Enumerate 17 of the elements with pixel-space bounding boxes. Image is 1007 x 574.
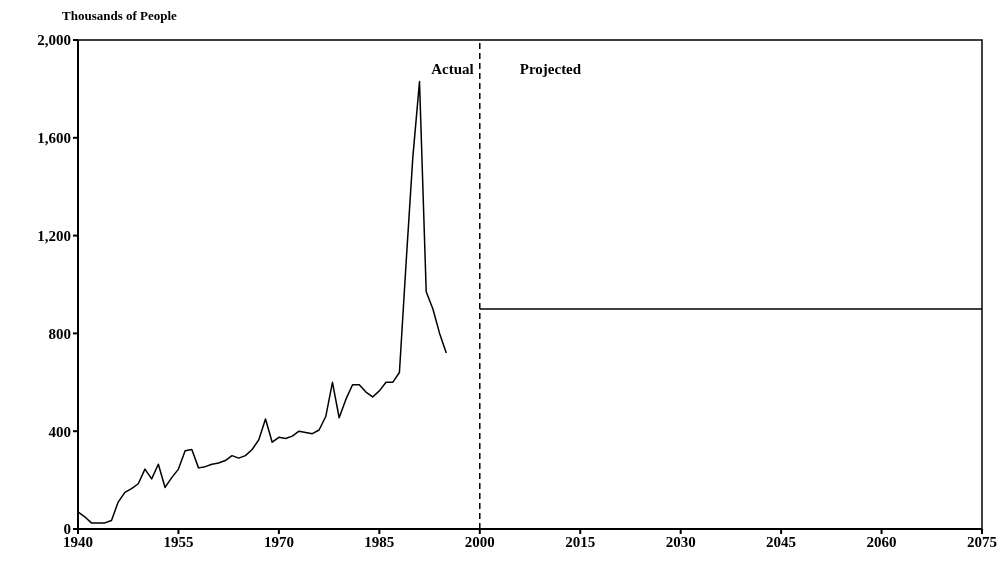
x-tick-label: 2075 bbox=[967, 533, 997, 550]
x-tick-label: 1985 bbox=[364, 533, 395, 550]
y-tick-label: 2,000 bbox=[37, 32, 71, 49]
annotation: Actual bbox=[431, 61, 474, 77]
y-axis-title: Thousands of People bbox=[62, 8, 177, 24]
annotation: Projected bbox=[519, 61, 582, 77]
y-tick-label: 800 bbox=[48, 325, 71, 342]
x-tick-label: 2060 bbox=[866, 533, 897, 550]
y-tick-label: 1,200 bbox=[37, 227, 71, 244]
y-tick-label: 400 bbox=[48, 423, 71, 440]
x-tick-label: 2015 bbox=[565, 533, 596, 550]
x-tick-label: 1955 bbox=[163, 533, 194, 550]
x-tick-label: 2000 bbox=[464, 533, 495, 550]
x-tick-label: 1970 bbox=[263, 533, 294, 550]
y-tick-label: 1,600 bbox=[37, 130, 71, 147]
x-tick-label: 2030 bbox=[665, 533, 696, 550]
x-tick-label: 2045 bbox=[766, 533, 797, 550]
